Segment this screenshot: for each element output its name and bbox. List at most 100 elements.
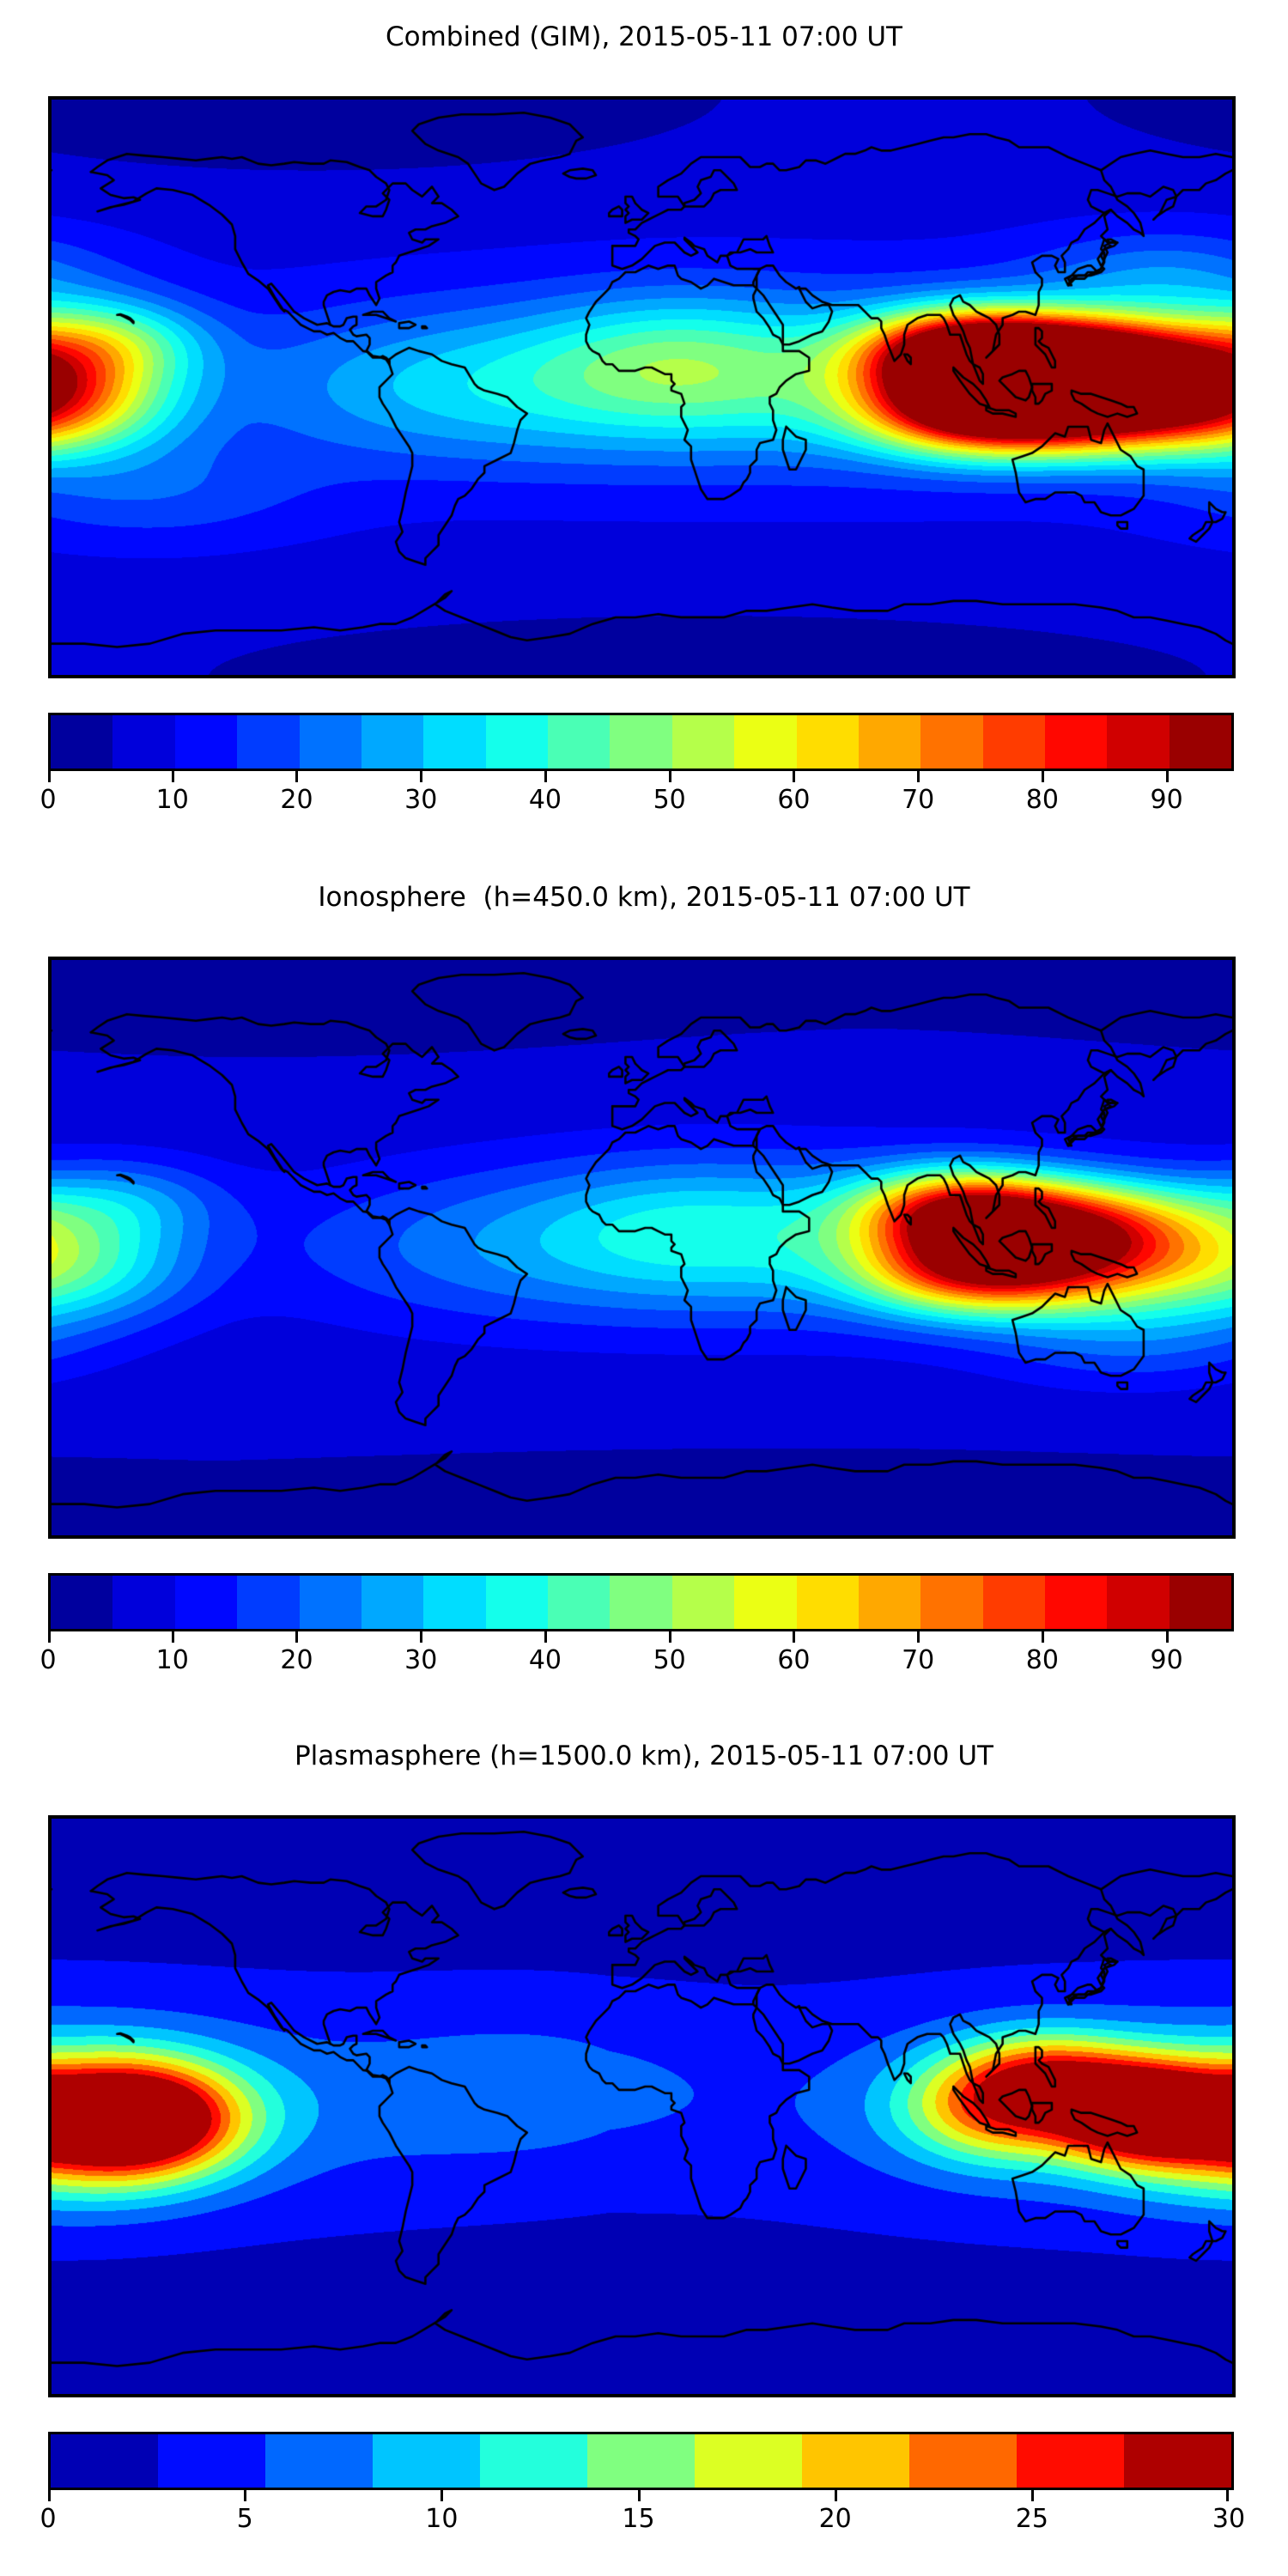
colorbar-tickmark [668, 1631, 671, 1643]
colorbar-band [1045, 715, 1108, 769]
colorbar-band [1169, 715, 1231, 769]
colorbar-ticklabel: 50 [653, 1645, 686, 1675]
colorbar-band [51, 2434, 158, 2488]
colorbar-band [51, 715, 113, 769]
colorbar-band [671, 1576, 735, 1629]
map-ionosphere-450km[interactable] [48, 957, 1236, 1539]
colorbar-tickmark [793, 1631, 796, 1643]
colorbar-band [1045, 1576, 1108, 1629]
panel-ionosphere-450km: Ionosphere (h=450.0 km), 2015-05-11 07:0… [0, 859, 1288, 1717]
colorbar-ticklabel: 70 [902, 1645, 935, 1675]
colorbar-band [361, 715, 424, 769]
colorbar-tickmark [1165, 771, 1169, 782]
colorbar-tickmark [917, 1631, 920, 1643]
colorbar-tickmark [420, 771, 423, 782]
colorbar-band [373, 2434, 480, 2488]
colorbar-ticklabel: 10 [425, 2504, 459, 2534]
colorbar-ticklabel: 30 [404, 785, 438, 815]
colorbar-band [858, 715, 921, 769]
colorbar-tickmark [48, 771, 51, 782]
colorbar-band [112, 715, 175, 769]
colorbar-band [982, 715, 1045, 769]
colorbar-band [485, 1576, 548, 1629]
colorbar-tickmark [171, 1631, 174, 1643]
contour-map-canvas [52, 960, 1232, 1535]
colorbar-ticklabel: 40 [528, 1645, 562, 1675]
colorbar-tickmark [1226, 2490, 1229, 2501]
colorbar-tickmark [834, 2490, 837, 2501]
colorbar-tickmark [295, 1631, 299, 1643]
colorbar-band [610, 1576, 672, 1629]
colorbar-tickmark [793, 771, 796, 782]
colorbar-tickmark [1041, 771, 1044, 782]
colorbar-band [299, 715, 361, 769]
colorbar-band [610, 715, 672, 769]
colorbar-band [734, 1576, 797, 1629]
colorbar-band [423, 1576, 486, 1629]
colorbar-band [920, 1576, 983, 1629]
colorbar-tickmark [48, 1631, 51, 1643]
colorbar-ticklabel: 5 [236, 2504, 253, 2534]
colorbar-tickmark [244, 2490, 247, 2501]
colorbar-tickmark [171, 771, 174, 782]
colorbar-band [671, 715, 735, 769]
colorbar-tickmark [668, 771, 671, 782]
colorbar-band [423, 715, 486, 769]
colorbar-tickmark [295, 771, 299, 782]
colorbar-ticklabel: 60 [777, 1645, 811, 1675]
colorbar-ticklabel: 25 [1015, 2504, 1048, 2534]
colorbar-ticklabel: 0 [39, 1645, 57, 1675]
colorbar-tickmark [420, 1631, 423, 1643]
colorbar-ticklabel: 30 [404, 1645, 438, 1675]
colorbar-ticklabel: 10 [155, 1645, 189, 1675]
colorbar-ticklabel: 60 [777, 785, 811, 815]
colorbar-tick-axis: 0 5 10 15 20 25 30 [39, 2490, 1245, 2542]
colorbar-band [51, 1576, 113, 1629]
colorbar-band [174, 715, 238, 769]
colorbar-plasmasphere-1500km[interactable]: 0 5 10 15 20 25 30 [39, 2432, 1245, 2534]
colorbar-gradient [48, 713, 1234, 771]
colorbar-band [480, 2434, 587, 2488]
colorbar-tickmark [1165, 1631, 1169, 1643]
colorbar-band [1169, 1576, 1231, 1629]
colorbar-band [1107, 715, 1170, 769]
colorbar-band [361, 1576, 424, 1629]
colorbar-band [485, 715, 548, 769]
colorbar-band [265, 2434, 373, 2488]
colorbar-ticklabel: 30 [1212, 2504, 1246, 2534]
colorbar-tick-axis: 0 10 20 30 40 50 60 70 80 90 [39, 1631, 1229, 1683]
colorbar-ticklabel: 10 [155, 785, 189, 815]
colorbar-ticklabel: 20 [818, 2504, 852, 2534]
map-combined-gim[interactable] [48, 96, 1236, 678]
colorbar-ionosphere-450km[interactable]: 0 10 20 30 40 50 60 70 80 90 [39, 1573, 1234, 1675]
colorbar-ticklabel: 50 [653, 785, 686, 815]
colorbar-band [858, 1576, 921, 1629]
panel-combined-gim: Combined (GIM), 2015-05-11 07:00 UT 0 10 2… [0, 0, 1288, 859]
colorbar-ticklabel: 0 [39, 785, 57, 815]
colorbar-ticklabel: 15 [622, 2504, 655, 2534]
colorbar-band [587, 2434, 695, 2488]
colorbar-ticklabel: 90 [1150, 1645, 1183, 1675]
page-title: Plasmasphere (h=1500.0 km), 2015-05-11 0… [294, 1741, 993, 1771]
map-plasmasphere-1500km[interactable] [48, 1815, 1236, 2397]
colorbar-combined-gim[interactable]: 0 10 20 30 40 50 60 70 80 90 [39, 713, 1234, 815]
colorbar-band [796, 1576, 859, 1629]
colorbar-ticklabel: 70 [902, 785, 935, 815]
colorbar-tickmark [544, 771, 547, 782]
colorbar-ticklabel: 0 [39, 2504, 57, 2534]
colorbar-band [237, 715, 300, 769]
colorbar-band [695, 2434, 802, 2488]
colorbar-band [1017, 2434, 1124, 2488]
colorbar-band [802, 2434, 909, 2488]
colorbar-tickmark [544, 1631, 547, 1643]
colorbar-band [237, 1576, 300, 1629]
colorbar-band [548, 715, 611, 769]
colorbar-ticklabel: 90 [1150, 785, 1183, 815]
colorbar-tickmark [1041, 1631, 1044, 1643]
colorbar-band [299, 1576, 361, 1629]
colorbar-gradient [48, 2432, 1234, 2490]
colorbar-ticklabel: 20 [280, 1645, 313, 1675]
colorbar-band [909, 2434, 1017, 2488]
colorbar-band [796, 715, 859, 769]
colorbar-band [1107, 1576, 1170, 1629]
